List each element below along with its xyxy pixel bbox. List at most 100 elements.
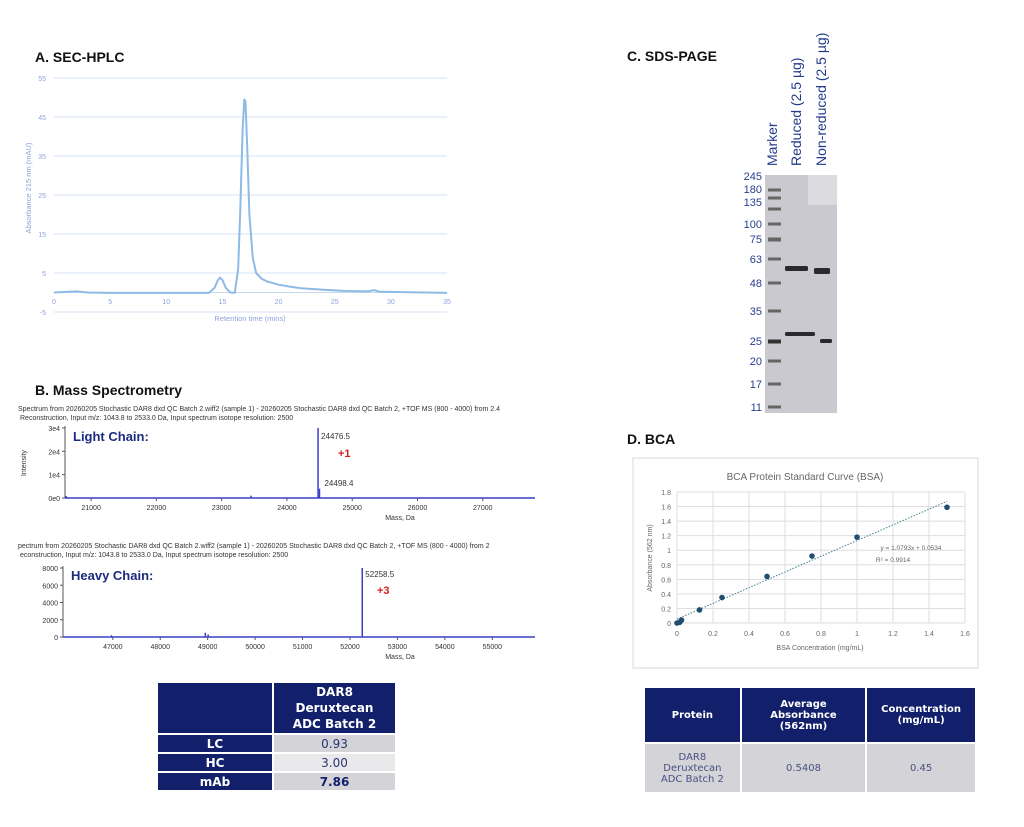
marker-band <box>768 359 781 363</box>
y-tick-label: 1.4 <box>661 519 671 526</box>
x-tick-label: 21000 <box>81 505 101 512</box>
y-tick-label: 15 <box>38 232 46 239</box>
dar-row-label: LC <box>158 735 272 752</box>
x-tick-label: 26000 <box>408 505 428 512</box>
y-tick-label: 1.2 <box>661 534 671 541</box>
x-tick-label: 1.6 <box>960 631 970 638</box>
x-tick-label: 49000 <box>198 644 218 651</box>
y-tick-label: 0.4 <box>661 592 671 599</box>
data-point <box>944 504 950 511</box>
y-tick-label: 45 <box>38 115 46 122</box>
y-tick-label: 6000 <box>42 583 58 590</box>
trendline-r2: R² = 0.9914 <box>876 557 911 564</box>
spectrum-header: Reconstruction, Input m/z: 1043.8 to 253… <box>20 415 293 422</box>
marker-kda-label: 20 <box>750 356 762 368</box>
x-tick-label: 1.2 <box>888 631 898 638</box>
y-tick-label: 25 <box>38 193 46 200</box>
bca-header-absorbance: Average Absorbance (562nm) <box>741 688 866 742</box>
data-point <box>809 553 815 559</box>
chain-title: Light Chain: <box>73 429 149 444</box>
x-tick-label: 23000 <box>212 505 232 512</box>
y-tick-label: 4000 <box>42 601 58 608</box>
y-tick-label: 35 <box>38 154 46 161</box>
x-tick-label: 35 <box>443 299 451 306</box>
section-title-bca: D. BCA <box>627 431 676 447</box>
spectrum-header: pectrum from 20260205 Stochastic DAR8 dx… <box>18 543 490 550</box>
x-axis-label: BSA Concentration (mg/mL) <box>776 645 863 652</box>
data-point <box>854 534 860 540</box>
marker-kda-label: 135 <box>744 197 762 209</box>
marker-kda-label: 25 <box>750 336 762 348</box>
y-axis-label: Intensity <box>21 449 28 476</box>
bca-header-concentration: Concentration (mg/mL) <box>867 688 975 742</box>
marker-kda-label: 35 <box>750 306 762 318</box>
x-tick-label: 52000 <box>340 644 360 651</box>
bca-cell-protein: DAR8 Deruxtecan ADC Batch 2 <box>645 744 740 792</box>
marker-kda-label: 245 <box>744 171 762 183</box>
marker-band <box>768 207 781 211</box>
x-tick-label: 24000 <box>277 505 297 512</box>
data-point <box>678 617 685 623</box>
x-axis-label: Mass, Da <box>385 515 415 522</box>
marker-band <box>768 196 781 200</box>
y-tick-label: 8000 <box>42 566 58 573</box>
marker-kda-label: 17 <box>750 379 762 391</box>
data-point <box>764 573 770 580</box>
x-tick-label: 27000 <box>473 505 493 512</box>
x-tick-label: 50000 <box>245 644 265 651</box>
dar-row-value: 7.86 <box>274 773 395 790</box>
x-tick-label: 55000 <box>483 644 503 651</box>
chromatogram-line <box>53 98 448 294</box>
marker-band <box>768 281 781 285</box>
y-tick-label: 2e4 <box>48 449 60 456</box>
peak-label: 52258.5 <box>365 570 394 579</box>
peak-label: 24498.4 <box>324 479 353 488</box>
spectrum-header: econstruction, Input m/z: 1043.8 to 2533… <box>20 552 288 559</box>
y-tick-label: 2000 <box>42 618 58 625</box>
data-point <box>696 607 703 613</box>
y-tick-label: 1.8 <box>661 490 671 497</box>
data-point <box>719 594 725 601</box>
spectrum-header: Spectrum from 20260205 Stochastic DAR8 d… <box>18 406 500 413</box>
trendline-equation: y = 1.0793x + 0.0534 <box>880 545 941 552</box>
protein-band <box>814 268 830 274</box>
x-axis-label: Mass, Da <box>385 654 415 661</box>
x-tick-label: 53000 <box>388 644 408 651</box>
section-title-mass-spec: B. Mass Spectrometry <box>35 382 183 398</box>
y-axis-label: Absorbance (562 nm) <box>647 524 654 591</box>
protein-band <box>820 339 832 343</box>
y-tick-label: 5 <box>42 271 46 278</box>
lane-label: Non-reduced (2.5 µg) <box>813 33 829 166</box>
dar-row-value: 0.93 <box>274 735 395 752</box>
marker-band <box>768 188 781 192</box>
x-tick-label: 0.4 <box>744 631 754 638</box>
charge-annotation: +3 <box>377 585 390 597</box>
y-axis-label: Absorbance 215 nm (mAU) <box>24 142 33 233</box>
dar-row-value: 3.00 <box>274 754 395 771</box>
marker-kda-label: 180 <box>744 184 762 196</box>
section-title-sec-hplc: A. SEC-HPLC <box>35 49 125 65</box>
bca-cell-absorbance: 0.5408 <box>741 744 866 792</box>
marker-band <box>768 382 781 386</box>
marker-band <box>768 222 781 226</box>
x-tick-label: 10 <box>162 299 170 306</box>
gel-well-artifact <box>808 175 837 205</box>
marker-band <box>768 309 781 313</box>
dar-table-corner <box>158 683 272 733</box>
dar-table-header: DAR8 Deruxtecan ADC Batch 2 <box>274 683 395 733</box>
x-tick-label: 15 <box>219 299 227 306</box>
marker-band <box>768 405 781 409</box>
y-tick-label: 0.6 <box>661 577 671 584</box>
x-tick-label: 1.4 <box>924 631 934 638</box>
charge-annotation: +1 <box>338 448 351 460</box>
peak-label: 24476.5 <box>321 432 350 441</box>
marker-band <box>768 237 781 242</box>
marker-band <box>768 257 781 261</box>
bca-header-protein: Protein <box>645 688 740 742</box>
marker-kda-label: 11 <box>751 402 762 414</box>
x-tick-label: 0.8 <box>816 631 826 638</box>
bca-table: Protein Average Absorbance (562nm) Conce… <box>643 686 977 794</box>
x-tick-label: 0 <box>675 631 679 638</box>
x-tick-label: 22000 <box>147 505 167 512</box>
